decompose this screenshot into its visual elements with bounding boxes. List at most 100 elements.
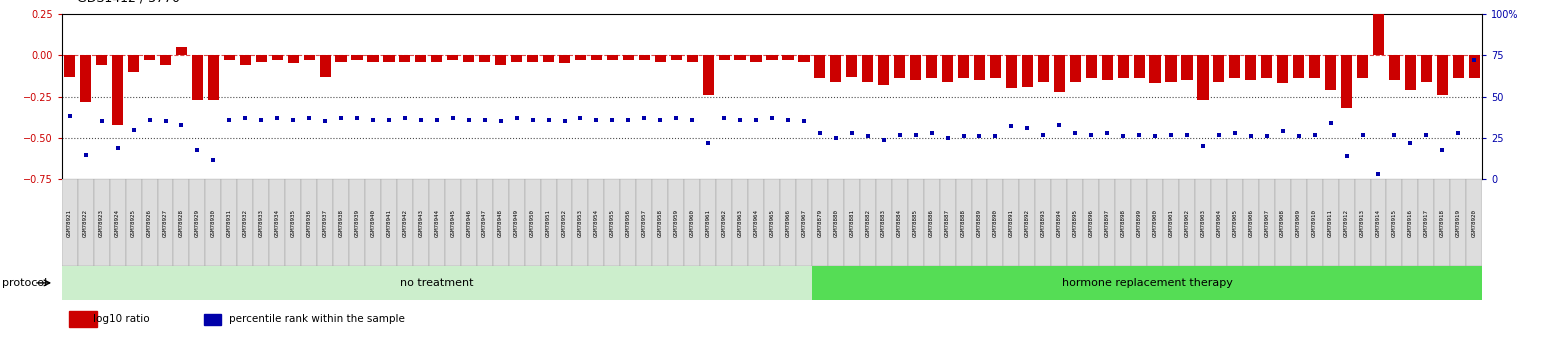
Point (457, 117, 482, 122)
Text: GSM78886: GSM78886 (929, 208, 934, 237)
Point (329, 115, 354, 121)
Bar (862, 55, 874, 82)
Bar (1133, 55, 1144, 78)
Bar (1070, 55, 1081, 82)
Bar (144, 55, 154, 60)
Bar (352, 55, 363, 60)
Text: GSM78902: GSM78902 (1184, 208, 1189, 237)
Bar (110, 179, 125, 266)
Text: GSM78894: GSM78894 (1056, 208, 1062, 237)
Point (153, 119, 178, 124)
Bar (540, 179, 556, 266)
Bar (780, 179, 797, 266)
Text: GSM78918: GSM78918 (1441, 208, 1445, 237)
Bar (591, 55, 602, 60)
Bar (1357, 55, 1368, 78)
Text: GSM78966: GSM78966 (786, 208, 791, 237)
Bar (670, 55, 682, 60)
Bar (173, 179, 190, 266)
Bar (971, 179, 988, 266)
Bar (1387, 179, 1402, 266)
Point (760, 115, 784, 121)
Bar (621, 179, 636, 266)
Bar (493, 179, 508, 266)
Point (249, 117, 273, 122)
Point (775, 117, 800, 122)
Bar (448, 55, 459, 60)
Point (601, 117, 625, 122)
Bar (1402, 179, 1419, 266)
Bar (208, 55, 219, 100)
Bar (875, 179, 892, 266)
Bar (573, 179, 588, 266)
Bar (732, 179, 747, 266)
Text: GSM78912: GSM78912 (1345, 208, 1349, 237)
Bar (176, 47, 187, 55)
Bar (1115, 179, 1132, 266)
Point (808, 130, 832, 136)
Bar (655, 55, 665, 62)
Point (631, 115, 656, 121)
Bar (1291, 179, 1306, 266)
Point (1414, 132, 1439, 137)
Text: GSM78898: GSM78898 (1121, 208, 1126, 237)
Point (296, 115, 321, 121)
Bar (1371, 179, 1387, 266)
Text: GSM78942: GSM78942 (403, 208, 408, 237)
Bar (334, 179, 349, 266)
Text: GSM78958: GSM78958 (658, 208, 662, 237)
Bar (113, 55, 124, 125)
Bar (1323, 179, 1339, 266)
Text: GSM78955: GSM78955 (610, 208, 615, 237)
Bar (1277, 55, 1288, 83)
Bar (286, 179, 301, 266)
Point (201, 157, 225, 162)
Bar (304, 55, 315, 60)
Bar (253, 179, 269, 266)
Bar (525, 179, 540, 266)
Text: GSM78937: GSM78937 (323, 208, 327, 237)
Text: GSM78946: GSM78946 (466, 208, 471, 237)
Bar (238, 179, 253, 266)
Point (266, 115, 290, 121)
Bar (508, 179, 525, 266)
Text: no treatment: no treatment (400, 278, 474, 288)
Text: GSM78887: GSM78887 (945, 208, 950, 237)
Bar (479, 55, 491, 62)
Text: GSM78947: GSM78947 (482, 208, 488, 237)
Text: GSM78904: GSM78904 (1217, 208, 1221, 237)
Point (584, 117, 608, 122)
Bar (62, 179, 77, 266)
Point (170, 122, 195, 128)
Bar (846, 55, 857, 77)
Point (792, 119, 817, 124)
Bar (1038, 55, 1048, 82)
Bar (684, 179, 699, 266)
Text: GSM78903: GSM78903 (1200, 208, 1206, 237)
Bar (604, 179, 621, 266)
Bar (1085, 55, 1096, 78)
Bar (190, 179, 205, 266)
Point (520, 117, 545, 122)
Bar (735, 55, 746, 60)
Bar (381, 179, 397, 266)
Point (712, 115, 736, 121)
Bar (988, 179, 1004, 266)
Point (1334, 154, 1359, 159)
Text: GSM78933: GSM78933 (259, 208, 264, 237)
Bar (750, 55, 761, 62)
Bar (879, 55, 889, 85)
Text: GSM78893: GSM78893 (1041, 208, 1045, 237)
Bar (320, 55, 330, 77)
Bar (301, 179, 317, 266)
Bar (926, 55, 937, 78)
Bar (1420, 55, 1431, 82)
Bar (1453, 55, 1464, 78)
Bar (1197, 55, 1209, 100)
Point (984, 134, 1008, 139)
Text: GSM78914: GSM78914 (1376, 208, 1380, 237)
Point (967, 134, 991, 139)
Bar (161, 55, 171, 65)
Bar (942, 55, 953, 82)
Bar (287, 55, 300, 63)
